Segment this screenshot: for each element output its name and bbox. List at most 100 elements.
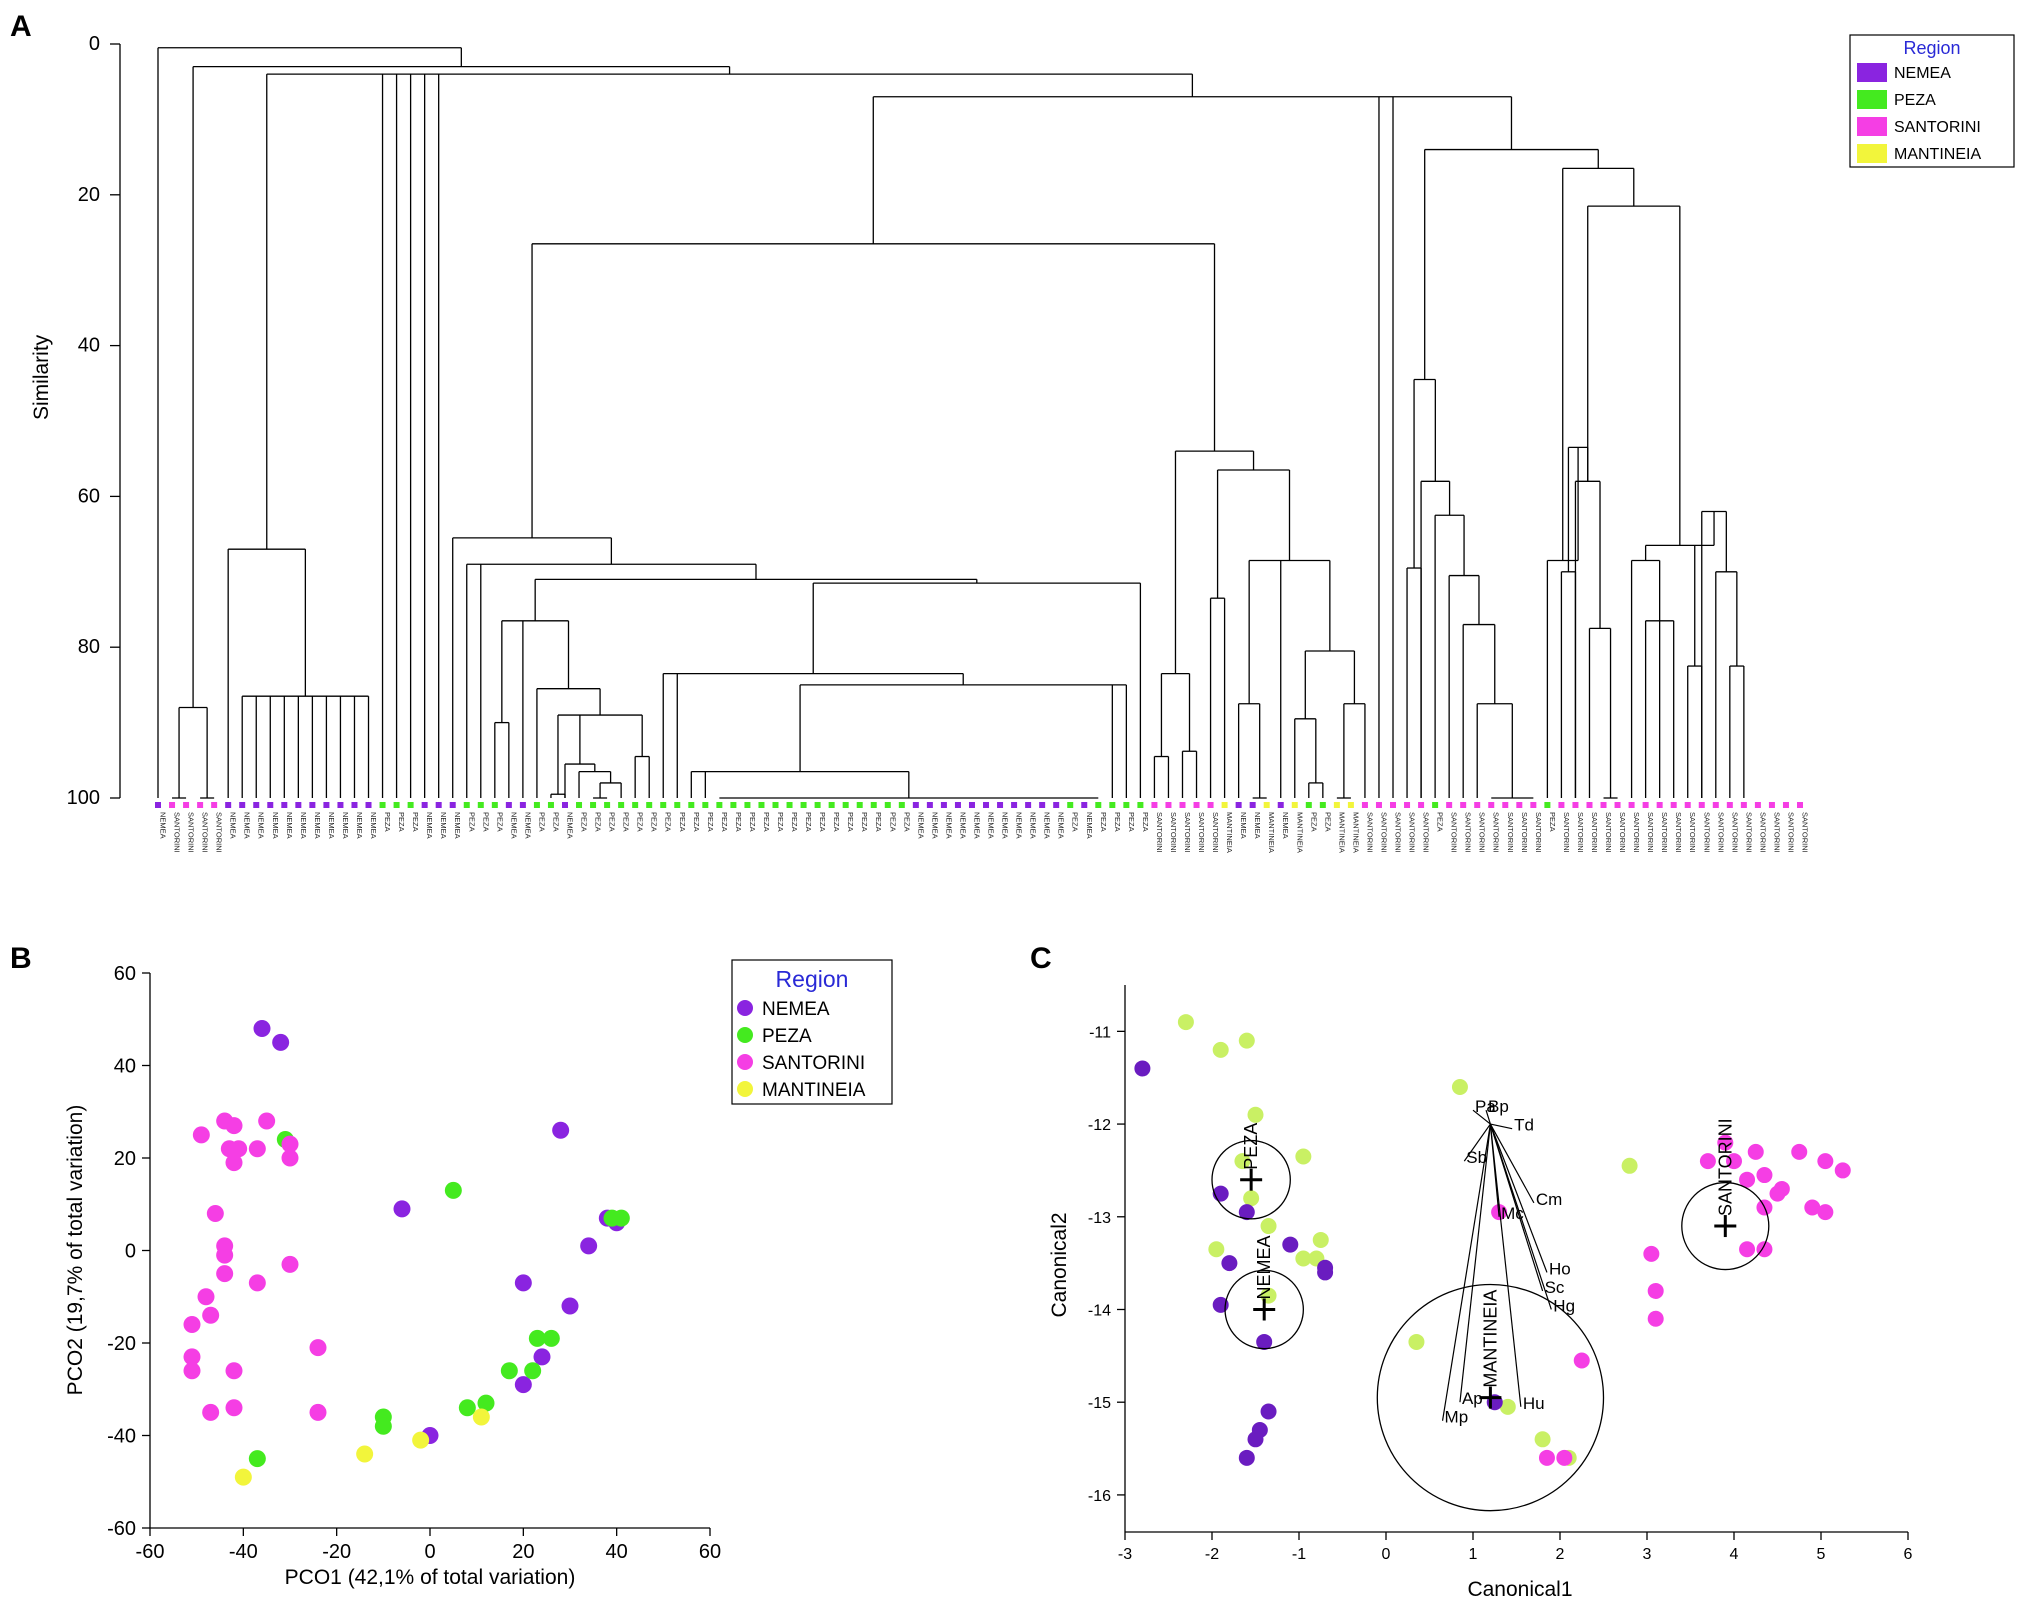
leaf-label-117: SANTORINI <box>1801 812 1810 853</box>
leaf-marker-83 <box>1319 802 1326 808</box>
legend-a-swatch-nemea <box>1857 63 1887 82</box>
leaf-marker-20 <box>435 802 442 808</box>
leaf-label-90: SANTORINI <box>1422 812 1431 853</box>
legend-b-label-mantineia: MANTINEIA <box>762 1080 866 1101</box>
leaf-marker-91 <box>1432 802 1439 808</box>
point-b-peza-11 <box>374 1417 392 1435</box>
point-b-mantineia-1 <box>356 1445 374 1463</box>
legend-a-swatch-peza <box>1857 90 1887 109</box>
point-c-peza-5 <box>1243 1190 1260 1207</box>
point-c-peza-11 <box>1312 1231 1329 1248</box>
leaf-marker-71 <box>1151 802 1158 808</box>
leaf-label-29: NEMEA <box>565 812 574 839</box>
leaf-marker-73 <box>1179 802 1186 808</box>
leaf-marker-98 <box>1530 802 1537 808</box>
leaf-marker-2 <box>183 802 190 808</box>
leaf-label-69: PEZA <box>1127 812 1136 832</box>
leaf-label-86: SANTORINI <box>1365 812 1374 853</box>
panel-a-ytick-label-5: 100 <box>67 787 100 809</box>
point-c-peza-17 <box>1499 1398 1516 1415</box>
leaf-marker-1 <box>169 802 176 808</box>
legend-b-label-nemea: NEMEA <box>762 999 830 1020</box>
leaf-label-87: SANTORINI <box>1379 812 1388 853</box>
leaf-label-30: PEZA <box>580 812 589 832</box>
leaf-marker-114 <box>1754 802 1761 808</box>
point-b-santorini-20 <box>183 1362 201 1380</box>
leaf-marker-27 <box>533 802 540 808</box>
point-c-santorini-4 <box>1791 1143 1808 1160</box>
panel-c-ticks: -3 -2 -1 0 1 2 3 4 5 6 -11 -12 -13 -14 -15 -16 <box>1088 1024 1913 1563</box>
point-b-nemea-1 <box>272 1033 290 1051</box>
point-b-peza-9 <box>458 1399 476 1417</box>
vector-label-cm: Cm <box>1536 1190 1562 1209</box>
leaf-marker-44 <box>772 802 779 808</box>
leaf-marker-95 <box>1488 802 1495 808</box>
leaf-marker-85 <box>1347 802 1354 808</box>
panel-c-ytick-label-5: -16 <box>1088 1488 1111 1505</box>
leaf-label-79: MANTINEIA <box>1267 812 1276 853</box>
leaf-label-53: PEZA <box>902 812 911 832</box>
point-c-santorini-2 <box>1726 1153 1742 1170</box>
leaf-marker-28 <box>547 802 554 808</box>
leaf-marker-35 <box>646 802 653 808</box>
panel-a-legend: Region NEMEA PEZA SANTORINI MANTINEIA <box>1849 34 2015 168</box>
leaf-label-92: SANTORINI <box>1450 812 1459 853</box>
leaf-label-116: SANTORINI <box>1786 812 1795 853</box>
leaf-label-0: NEMEA <box>159 812 168 839</box>
panel-a-letter: A <box>10 10 32 43</box>
point-c-santorini-5 <box>1817 1153 1834 1170</box>
vector-hu <box>1489 1124 1522 1407</box>
leaf-marker-100 <box>1558 802 1565 808</box>
leaf-marker-4 <box>211 802 218 808</box>
vector-label-td: Td <box>1514 1116 1534 1135</box>
leaf-marker-45 <box>786 802 793 808</box>
point-b-santorini-6 <box>248 1140 266 1158</box>
panel-c-xtick-label-9: 6 <box>1904 1546 1913 1563</box>
leaf-marker-78 <box>1249 802 1256 808</box>
leaf-marker-105 <box>1628 802 1635 808</box>
leaf-label-25: NEMEA <box>509 812 518 839</box>
leaf-label-96: SANTORINI <box>1506 812 1515 853</box>
vector-label-ap: Ap <box>1462 1389 1483 1408</box>
leaf-marker-64 <box>1053 802 1060 808</box>
leaf-label-63: NEMEA <box>1043 812 1052 839</box>
leaf-label-95: SANTORINI <box>1492 812 1501 853</box>
leaf-marker-43 <box>758 802 765 808</box>
leaf-marker-24 <box>491 802 498 808</box>
point-b-santorini-13 <box>216 1265 234 1283</box>
leaf-marker-39 <box>702 802 709 808</box>
point-b-santorini-4 <box>230 1140 248 1158</box>
leaf-label-19: NEMEA <box>425 812 434 839</box>
panel-b-points <box>183 1020 630 1486</box>
vector-td <box>1490 1123 1513 1130</box>
panel-c-xtick-label-4: 1 <box>1469 1546 1478 1563</box>
leaf-marker-11 <box>309 802 316 808</box>
leaf-marker-75 <box>1207 802 1214 808</box>
panel-b-ytick-label-4: -20 <box>107 1333 136 1355</box>
point-b-peza-1 <box>444 1181 462 1199</box>
panel-a-ylabel: Similarity <box>30 334 53 420</box>
leaf-marker-13 <box>337 802 344 808</box>
leaf-marker-76 <box>1221 802 1228 808</box>
point-c-santorini-21 <box>1538 1449 1555 1466</box>
leaf-label-6: NEMEA <box>243 812 252 839</box>
leaf-label-8: NEMEA <box>271 812 280 839</box>
leaf-label-77: NEMEA <box>1239 812 1248 839</box>
panel-b-xtick-label-0: -60 <box>136 1541 165 1563</box>
leaf-marker-103 <box>1600 802 1607 808</box>
leaf-label-65: PEZA <box>1071 812 1080 832</box>
leaf-label-76: MANTINEIA <box>1225 812 1234 853</box>
leaf-marker-58 <box>968 802 975 808</box>
panel-b-ylabel: PCO2 (19,7% of total variation) <box>64 1105 87 1396</box>
leaf-marker-110 <box>1698 802 1705 808</box>
group-label-santorini: SANTORINI <box>1715 1118 1735 1216</box>
leaf-label-106: SANTORINI <box>1646 812 1655 853</box>
leaf-label-64: NEMEA <box>1057 812 1066 839</box>
point-b-santorini-25 <box>309 1403 327 1421</box>
leaf-label-42: PEZA <box>748 812 757 832</box>
leaf-marker-63 <box>1039 802 1046 808</box>
leaf-label-98: SANTORINI <box>1534 812 1543 853</box>
leaf-label-23: PEZA <box>481 812 490 832</box>
point-b-peza-3 <box>612 1209 630 1227</box>
panel-a-dendrogram: A Similarity 0 20 40 60 80 100 NEMEA SANTORINI… <box>10 10 2015 853</box>
